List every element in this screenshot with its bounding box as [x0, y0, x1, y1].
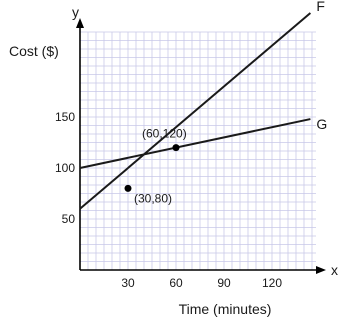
- series-label-g: G: [316, 116, 327, 132]
- data-point-label: (60,120): [142, 127, 187, 141]
- x-tick-labels: 30 60 90 120: [121, 276, 282, 290]
- data-point: [124, 184, 132, 192]
- x-tick-label: 90: [217, 276, 231, 290]
- points-group: (60,120) (30,80): [124, 127, 187, 205]
- y-tick-label: 150: [55, 110, 75, 124]
- grid: [80, 31, 316, 270]
- x-tick-label: 60: [169, 276, 183, 290]
- data-point: [172, 144, 180, 152]
- x-tick-label: 120: [262, 276, 282, 290]
- data-point-label: (30,80): [134, 191, 172, 205]
- series-line-g: [79, 118, 311, 169]
- y-axis-letter: y: [72, 4, 79, 20]
- y-axis-label: Cost ($): [9, 43, 59, 59]
- x-axis-label: Time (minutes): [179, 301, 272, 317]
- y-tick-labels: 50 100 150: [55, 110, 75, 226]
- x-tick-label: 30: [121, 276, 135, 290]
- series-label-f: F: [316, 0, 325, 14]
- y-tick-label: 100: [55, 161, 75, 175]
- y-tick-label: 50: [62, 212, 76, 226]
- series-line-f: [79, 12, 312, 210]
- y-axis-arrow-icon: [76, 18, 84, 28]
- x-axis-letter: x: [331, 262, 338, 278]
- x-axis-arrow-icon: [316, 266, 326, 274]
- series-group: FG: [79, 0, 327, 210]
